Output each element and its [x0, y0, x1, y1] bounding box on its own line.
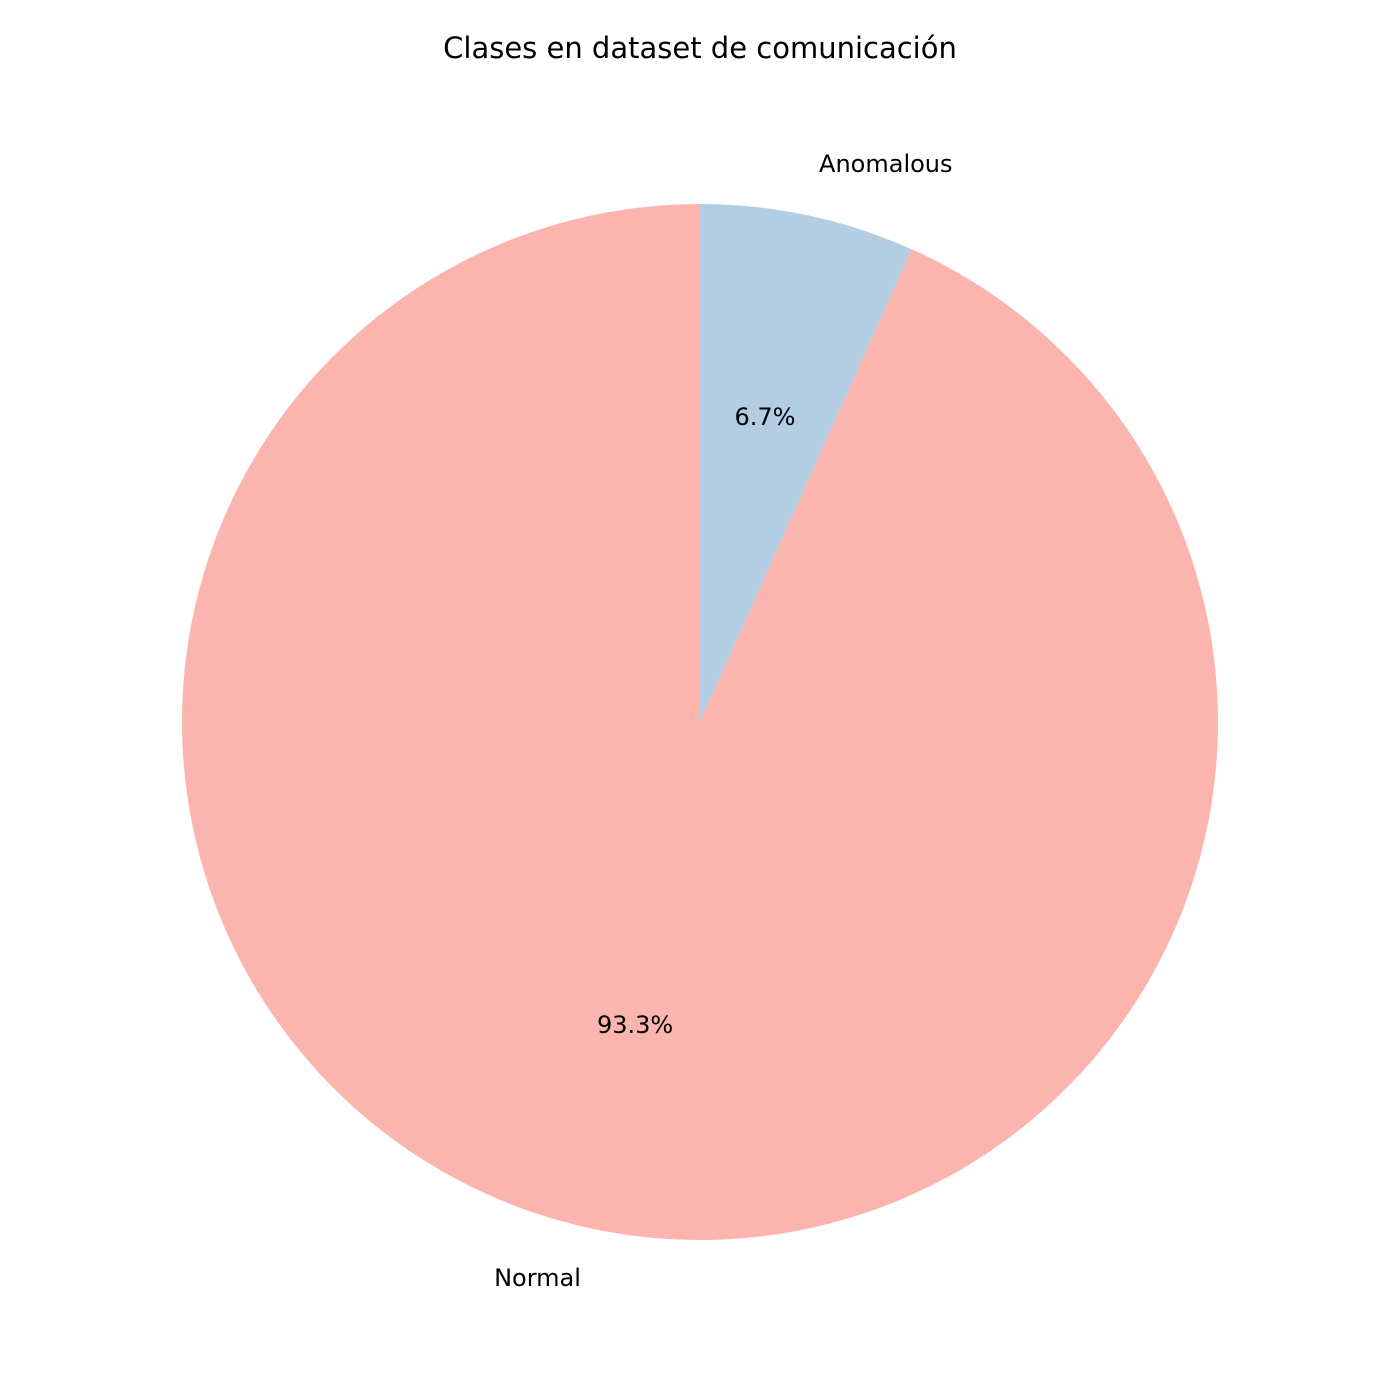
slice-label-anomalous: Anomalous	[819, 150, 952, 178]
pie-slice-anomalous	[700, 204, 912, 722]
pie-slices	[182, 204, 1219, 1240]
pie-slice-normal	[182, 204, 1219, 1240]
pie-labels: Anomalous 6.7% Normal 93.3%	[494, 150, 952, 1292]
slice-percent-normal: 93.3%	[597, 1011, 673, 1039]
chart-title: Clases en dataset de comunicación	[443, 31, 957, 65]
slice-label-normal: Normal	[494, 1264, 581, 1292]
slice-percent-anomalous: 6.7%	[734, 403, 795, 431]
